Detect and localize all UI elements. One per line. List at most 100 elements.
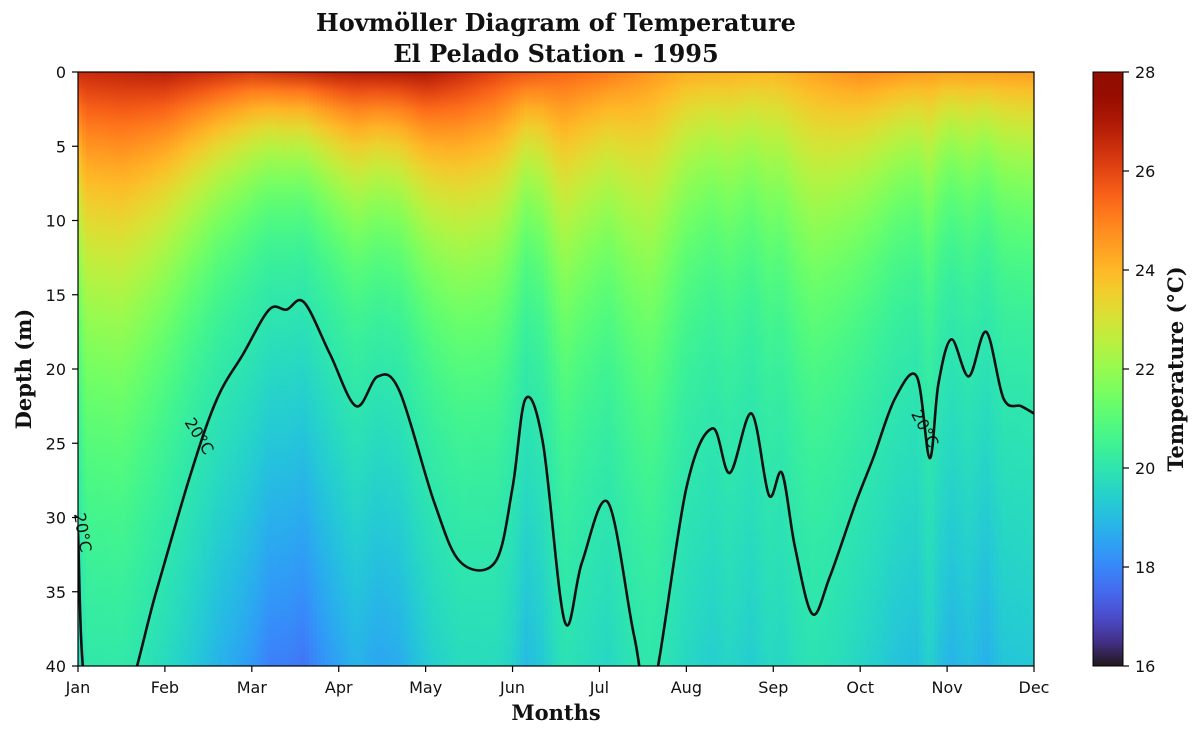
heatmap-column (583, 72, 589, 666)
heatmap-column (922, 72, 928, 666)
heatmap-column (384, 72, 390, 666)
colorbar-tick-label: 16 (1135, 657, 1155, 676)
heatmap-column (476, 72, 481, 666)
heatmap-column (838, 72, 844, 666)
heatmap-column (623, 72, 629, 666)
heatmap-column (810, 72, 816, 666)
x-tick-label: Sep (758, 678, 788, 697)
heatmap-column (687, 72, 693, 666)
heatmap-field (78, 72, 1034, 666)
heatmap-column (105, 72, 111, 666)
heatmap-column (639, 72, 645, 666)
heatmap-column (950, 72, 955, 666)
heatmap-column (78, 72, 83, 666)
heatmap-column (161, 72, 167, 666)
heatmap-column (655, 72, 661, 666)
heatmap-column (328, 72, 334, 666)
heatmap-column (978, 72, 983, 666)
heatmap-column (1014, 72, 1019, 666)
heatmap-column (500, 72, 505, 666)
colorbar-ticks: 16 18 20 22 24 26 28 (1123, 63, 1155, 676)
y-tick-label: 5 (56, 137, 66, 156)
heatmap-column (587, 72, 593, 666)
heatmap-column (958, 72, 963, 666)
heatmap-column (173, 72, 179, 666)
heatmap-column (416, 72, 422, 666)
heatmap-column (205, 72, 211, 666)
heatmap-column (436, 72, 442, 666)
heatmap-column (747, 72, 752, 666)
heatmap-column (579, 72, 585, 666)
heatmap-column (456, 72, 461, 666)
heatmap-column (902, 72, 908, 666)
heatmap-column (181, 72, 187, 666)
heatmap-column (388, 72, 394, 666)
y-tick-label: 15 (46, 286, 66, 305)
heatmap-column (460, 72, 465, 666)
heatmap-column (627, 72, 633, 666)
heatmap-column (81, 72, 87, 666)
colorbar (1092, 71, 1124, 667)
heatmap-column (432, 72, 438, 666)
heatmap-column (822, 72, 828, 666)
heatmap-column (1006, 72, 1011, 666)
heatmap-column (548, 72, 553, 666)
heatmap-column (141, 72, 147, 666)
heatmap-column (241, 72, 246, 666)
x-tick-label: Jul (589, 678, 609, 697)
heatmap-column (826, 72, 832, 666)
heatmap-column (273, 72, 278, 666)
heatmap-column (719, 72, 724, 666)
heatmap-column (874, 72, 880, 666)
x-tick-label: Dec (1019, 678, 1050, 697)
heatmap-column (591, 72, 597, 666)
heatmap-column (870, 72, 876, 666)
heatmap-column (942, 72, 947, 666)
heatmap-column (153, 72, 159, 666)
heatmap-column (854, 72, 860, 666)
heatmap-column (145, 72, 151, 666)
heatmap-column (771, 72, 776, 666)
heatmap-column (783, 72, 788, 666)
heatmap-column (1026, 72, 1031, 666)
heatmap-column (866, 72, 872, 666)
heatmap-column (890, 72, 896, 666)
heatmap-column (806, 72, 812, 666)
heatmap-column (376, 72, 382, 666)
colorbar-label: Temperature (°C) (1163, 266, 1188, 471)
heatmap-column (751, 72, 756, 666)
heatmap-column (289, 72, 294, 666)
heatmap-column (954, 72, 959, 666)
heatmap-column (356, 72, 362, 666)
heatmap-column (802, 72, 808, 666)
heatmap-column (695, 72, 700, 666)
y-axis-label: Depth (m) (11, 309, 36, 430)
heatmap-column (253, 72, 258, 666)
heatmap-column (512, 72, 517, 666)
heatmap-column (360, 72, 366, 666)
y-tick-label: 0 (56, 63, 66, 82)
x-axis: Jan Feb Mar Apr May Jun Jul Aug Sep Oct Nov Dec (65, 666, 1050, 697)
heatmap-column (484, 72, 489, 666)
heatmap-column (571, 72, 577, 666)
heatmap-column (185, 72, 191, 666)
heatmap-column (117, 72, 123, 666)
heatmap-column (679, 72, 685, 666)
heatmap-column (926, 72, 932, 666)
heatmap-column (715, 72, 720, 666)
colorbar-tick-label: 20 (1135, 459, 1155, 478)
heatmap-column (842, 72, 848, 666)
heatmap-column (285, 72, 290, 666)
x-tick-label: May (409, 678, 442, 697)
heatmap-column (201, 72, 207, 666)
heatmap-column (89, 72, 95, 666)
heatmap-column (281, 72, 286, 666)
heatmap-column (261, 72, 266, 666)
heatmap-column (798, 72, 804, 666)
heatmap-column (440, 72, 446, 666)
heatmap-column (918, 72, 924, 666)
y-tick-label: 10 (46, 212, 66, 231)
heatmap-column (552, 72, 557, 666)
heatmap-column (137, 72, 143, 666)
heatmap-column (683, 72, 689, 666)
